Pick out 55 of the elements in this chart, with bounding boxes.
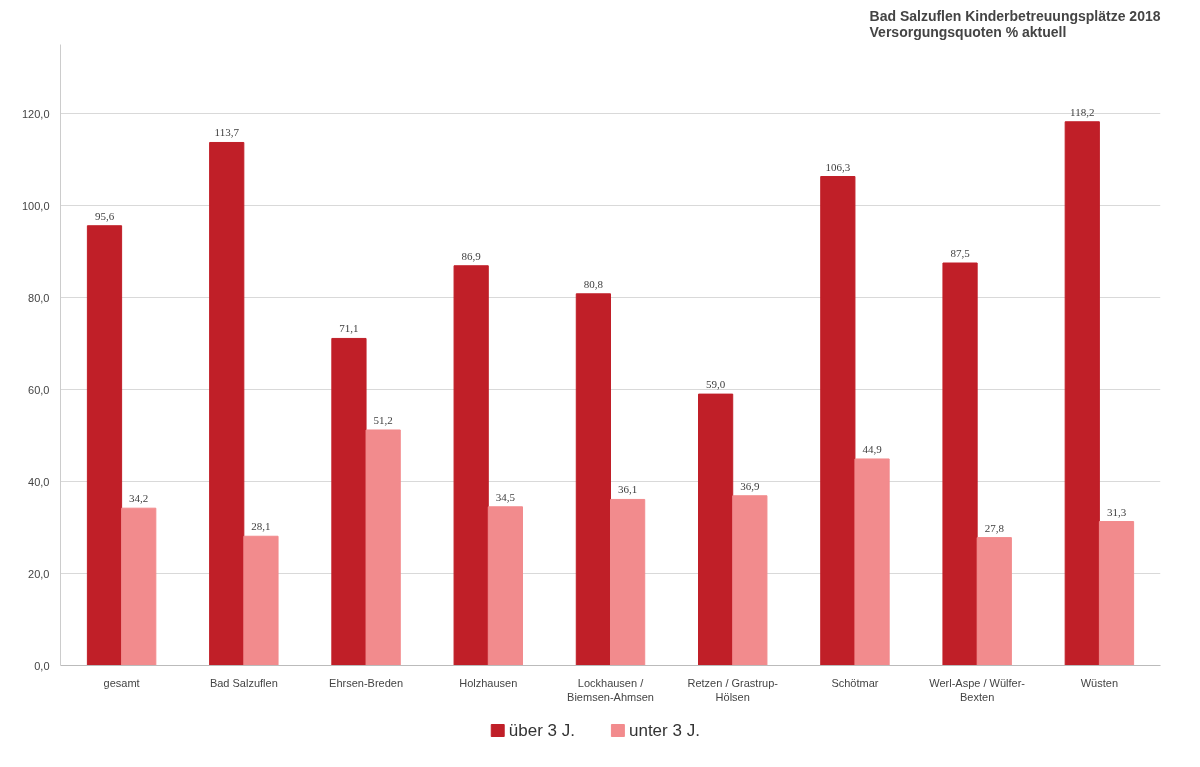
data-label: 87,5 [950, 247, 971, 259]
bar [331, 337, 367, 666]
data-label: 95,6 [94, 209, 115, 222]
bar [976, 537, 1012, 666]
x-tick-label: Ehrsen-Breden [329, 676, 404, 689]
data-label: 31,3 [1106, 505, 1127, 518]
x-tick-label: Bad Salzuflen [209, 676, 278, 689]
bar [86, 225, 123, 666]
data-label: 106,3 [825, 160, 851, 173]
bar [487, 506, 523, 666]
legend-label: unter 3 J. [628, 721, 700, 740]
y-tick-label: 40,0 [28, 475, 50, 488]
legend-label: über 3 J. [508, 721, 575, 740]
data-label: 28,1 [251, 520, 271, 533]
bar [854, 458, 890, 666]
data-label: 59,0 [705, 378, 726, 391]
bar [243, 535, 279, 666]
data-label: 51,2 [373, 413, 393, 426]
bar [610, 498, 646, 666]
bar [820, 176, 856, 666]
chart-title: Bad Salzuflen Kinderbetreuungsplätze 2018 Versorgungsquoten % aktuell [869, 7, 1161, 40]
y-tick-label: 0,0 [34, 659, 50, 672]
bar [209, 141, 245, 666]
bar [575, 293, 611, 666]
x-tick-label: Retzen / Grastrup- Hölsen [687, 676, 779, 703]
y-tick-label: 100,0 [21, 199, 50, 212]
bar [453, 265, 489, 666]
x-tick-label: Wüsten [1080, 676, 1119, 689]
y-tick-label: 60,0 [28, 383, 50, 396]
x-tick-label: gesamt [103, 676, 140, 689]
bar [942, 262, 978, 666]
data-label: 44,9 [862, 442, 883, 455]
data-label: 36,9 [740, 479, 760, 492]
data-label: 118,2 [1070, 105, 1095, 118]
data-label: 27,8 [984, 521, 1005, 534]
bar [1064, 121, 1100, 666]
y-tick-label: 120,0 [21, 107, 50, 120]
data-label: 80,8 [583, 277, 604, 290]
x-tick-label: Werl-Aspe / Wülfer- Bexten [929, 676, 1026, 703]
x-tick-label: Lockhausen / Biemsen-Ahmsen [567, 676, 654, 703]
data-label: 71,1 [339, 322, 359, 335]
bar [365, 429, 401, 666]
bar [1098, 521, 1135, 666]
x-tick-label: Holzhausen [459, 676, 518, 689]
x-tick-label: Schötmar [831, 676, 879, 689]
bar [698, 393, 734, 666]
data-label: 113,7 [214, 126, 240, 139]
data-label: 34,5 [495, 490, 516, 503]
y-tick-label: 80,0 [28, 291, 50, 304]
bar [121, 507, 157, 666]
y-tick-label: 20,0 [28, 567, 50, 580]
bar [732, 495, 768, 666]
data-label: 34,2 [129, 492, 149, 505]
data-label: 36,1 [617, 483, 638, 496]
data-label: 86,9 [461, 249, 482, 262]
